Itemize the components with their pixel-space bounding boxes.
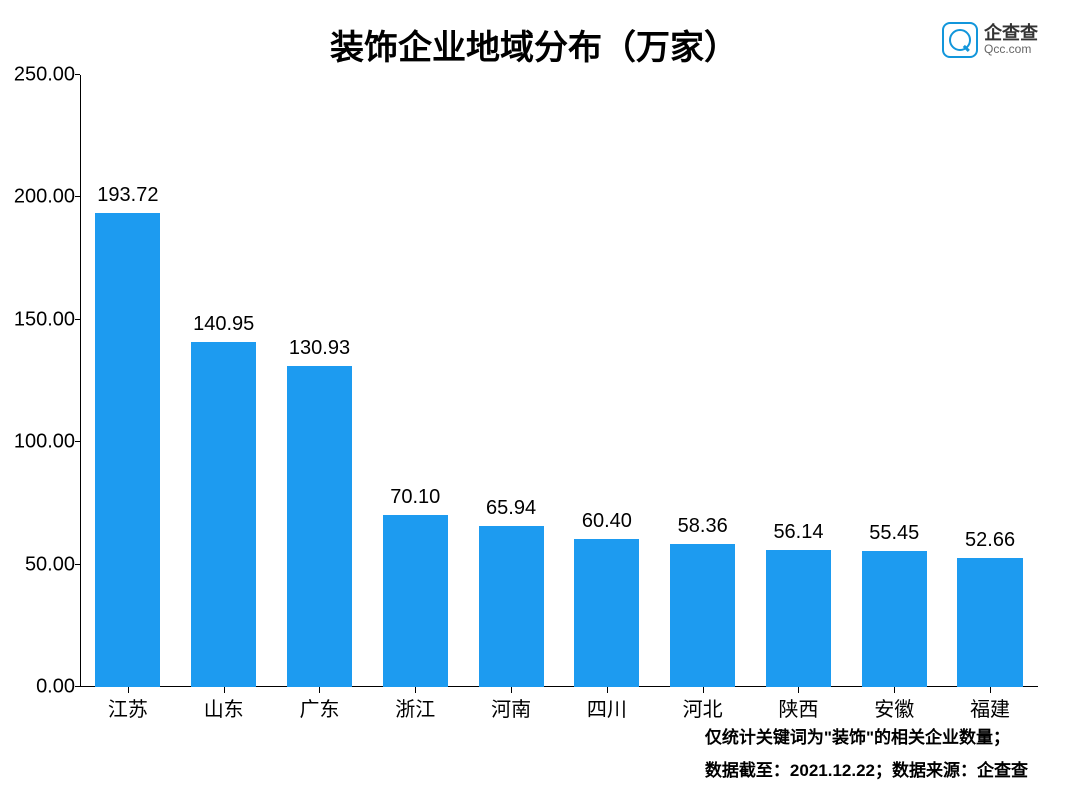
bar	[191, 342, 256, 687]
bar	[862, 551, 927, 687]
bar-group: 130.93广东	[272, 75, 368, 687]
x-tick-mark	[990, 687, 991, 693]
bar-group: 140.95山东	[176, 75, 272, 687]
x-axis-label: 河南	[491, 693, 531, 722]
x-axis-label: 浙江	[395, 693, 435, 722]
bar-group: 52.66福建	[942, 75, 1038, 687]
bar-group: 70.10浙江	[367, 75, 463, 687]
bar-value-label: 56.14	[773, 521, 823, 544]
y-tick-label: 250.00	[5, 64, 75, 87]
x-tick-mark	[128, 687, 129, 693]
x-tick-mark	[607, 687, 608, 693]
bar-value-label: 140.95	[193, 313, 254, 336]
x-tick-mark	[415, 687, 416, 693]
logo-brand-name: 企查查	[984, 24, 1038, 44]
x-axis-label: 安徽	[874, 693, 914, 722]
chart-title: 装饰企业地域分布（万家）	[0, 20, 1068, 69]
bar	[383, 515, 448, 687]
x-axis-label: 陕西	[778, 693, 818, 722]
footnote-line-1: 仅统计关键词为"装饰"的相关企业数量；	[705, 722, 1028, 754]
qcc-logo-icon	[942, 22, 978, 58]
bar-value-label: 65.94	[486, 497, 536, 520]
footnote-line-2: 数据截至：2021.12.22；数据来源：企查查	[705, 755, 1028, 787]
logo-text: 企查查 Qcc.com	[984, 24, 1038, 57]
logo-brand-url: Qcc.com	[984, 43, 1038, 56]
x-tick-mark	[703, 687, 704, 693]
brand-logo: 企查查 Qcc.com	[942, 22, 1038, 58]
bar	[287, 366, 352, 687]
bar-value-label: 193.72	[97, 184, 158, 207]
bar-group: 55.45安徽	[846, 75, 942, 687]
chart-footnotes: 仅统计关键词为"装饰"的相关企业数量； 数据截至：2021.12.22；数据来源…	[705, 722, 1028, 787]
y-tick-label: 0.00	[5, 676, 75, 699]
y-tick-label: 100.00	[5, 431, 75, 454]
bar-value-label: 52.66	[965, 529, 1015, 552]
bar	[670, 544, 735, 687]
bar-group: 60.40四川	[559, 75, 655, 687]
bar-value-label: 60.40	[582, 510, 632, 533]
bar-value-label: 130.93	[289, 337, 350, 360]
bar	[957, 558, 1022, 687]
x-axis-label: 河北	[683, 693, 723, 722]
x-axis-label: 广东	[299, 693, 339, 722]
x-tick-mark	[511, 687, 512, 693]
x-tick-mark	[798, 687, 799, 693]
x-tick-mark	[319, 687, 320, 693]
x-axis-label: 四川	[587, 693, 627, 722]
bar	[479, 526, 544, 687]
bars-area: 193.72江苏140.95山东130.93广东70.10浙江65.94河南60…	[80, 75, 1038, 687]
plot-area: 0.0050.00100.00150.00200.00250.00 193.72…	[80, 75, 1038, 687]
bar	[766, 550, 831, 687]
y-tick-label: 150.00	[5, 308, 75, 331]
bar-value-label: 58.36	[678, 515, 728, 538]
bar-group: 65.94河南	[463, 75, 559, 687]
x-axis-label: 江苏	[108, 693, 148, 722]
x-tick-mark	[224, 687, 225, 693]
y-tick-label: 200.00	[5, 186, 75, 209]
x-axis-label: 福建	[970, 693, 1010, 722]
bar-group: 193.72江苏	[80, 75, 176, 687]
bar	[95, 213, 160, 687]
x-tick-mark	[894, 687, 895, 693]
bar-group: 56.14陕西	[751, 75, 847, 687]
bar-group: 58.36河北	[655, 75, 751, 687]
bar-value-label: 55.45	[869, 522, 919, 545]
bar-value-label: 70.10	[390, 486, 440, 509]
bar	[574, 539, 639, 687]
y-tick-label: 50.00	[5, 553, 75, 576]
chart-container: 装饰企业地域分布（万家） 企查查 Qcc.com 0.0050.00100.00…	[0, 0, 1068, 802]
x-axis-label: 山东	[204, 693, 244, 722]
